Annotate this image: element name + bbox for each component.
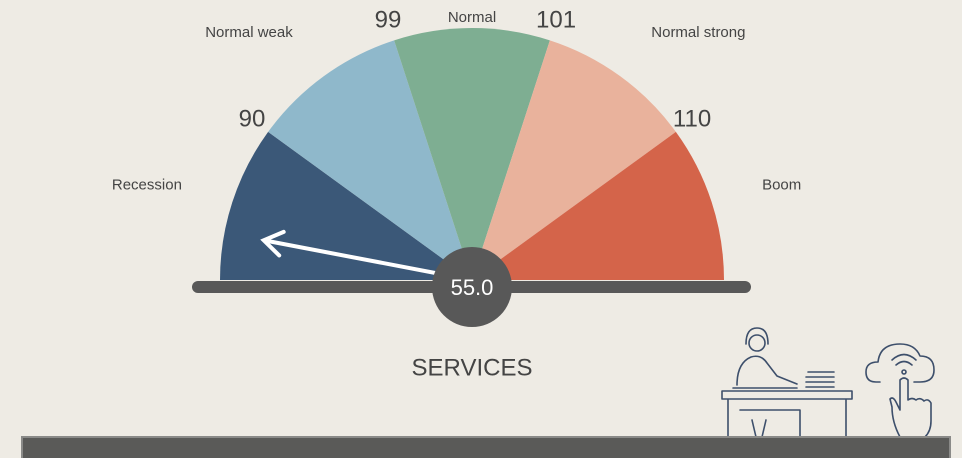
- category-label: Normal: [448, 9, 496, 26]
- tick-label: 101: [536, 7, 576, 34]
- gauge-sector: [394, 28, 550, 281]
- value-label: 55.0: [451, 275, 494, 300]
- gauge-sector: [472, 131, 724, 280]
- cloud-touch-icon: [865, 343, 935, 438]
- tick-label: 110: [673, 105, 711, 132]
- chart-title: SERVICES: [412, 354, 533, 381]
- needle-head: [260, 229, 286, 258]
- needle-hub: [432, 247, 512, 327]
- tick-label: 90: [239, 105, 266, 132]
- category-label: Boom: [762, 177, 801, 194]
- gauge-sector: [472, 40, 676, 281]
- gauge-sector: [268, 40, 472, 281]
- category-label: Normal strong: [651, 24, 745, 41]
- footer-bar: [21, 436, 951, 458]
- tick-label: 99: [375, 7, 402, 34]
- category-label: Normal weak: [205, 24, 293, 41]
- office-icon: [721, 327, 853, 438]
- category-label: Recession: [112, 177, 182, 194]
